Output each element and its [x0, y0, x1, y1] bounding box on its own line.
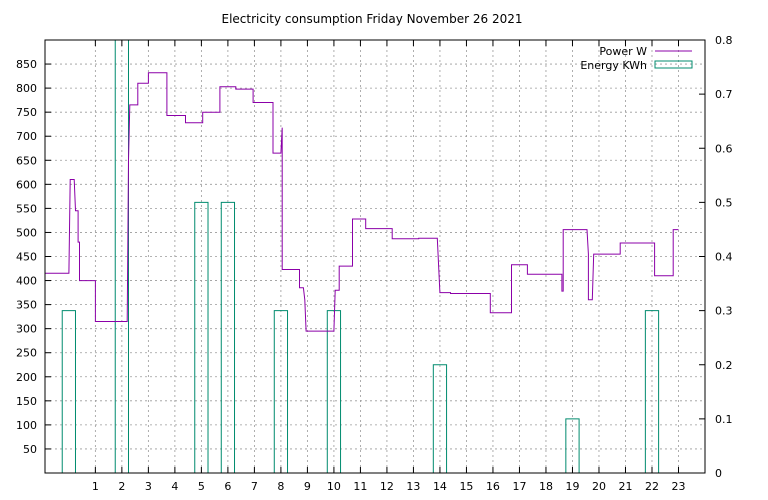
x-tick-label: 16 — [486, 480, 500, 493]
y-right-tick-label: 0.6 — [715, 142, 733, 155]
y-left-tick-label: 200 — [16, 371, 37, 384]
energy-bar — [220, 201, 236, 474]
x-tick-label: 19 — [565, 480, 579, 493]
x-tick-label: 13 — [406, 480, 420, 493]
x-tick-label: 22 — [645, 480, 659, 493]
y-right-tick-label: 0.5 — [715, 196, 733, 209]
y-left-tick-label: 100 — [16, 419, 37, 432]
x-tick-label: 15 — [459, 480, 473, 493]
y-right-tick-label: 0.8 — [715, 34, 733, 47]
y-right-tick-label: 0.2 — [715, 359, 733, 372]
x-tick-label: 1 — [92, 480, 99, 493]
x-tick-label: 2 — [118, 480, 125, 493]
y-left-tick-label: 600 — [16, 178, 37, 191]
y-right-tick-label: 0.7 — [715, 88, 733, 101]
x-tick-label: 7 — [251, 480, 258, 493]
y-left-tick-label: 750 — [16, 106, 37, 119]
legend-energy-label: Energy KWh — [580, 59, 647, 72]
energy-bar — [194, 201, 209, 474]
chart-title: Electricity consumption Friday November … — [222, 12, 523, 26]
x-tick-label: 18 — [539, 480, 553, 493]
x-tick-label: 20 — [592, 480, 606, 493]
y-right-tick-label: 0.1 — [715, 413, 733, 426]
y-left-tick-label: 550 — [16, 202, 37, 215]
x-tick-label: 17 — [512, 480, 526, 493]
legend-power-label: Power W — [599, 45, 647, 58]
y-right-tick-label: 0 — [715, 467, 722, 480]
power-series-line — [45, 72, 679, 332]
y-left-tick-label: 300 — [16, 323, 37, 336]
grid — [45, 40, 705, 473]
x-tick-label: 23 — [671, 480, 685, 493]
legend: Power W Energy KWh — [580, 45, 693, 72]
y-left-tick-label: 850 — [16, 58, 37, 71]
x-tick-label: 11 — [353, 480, 367, 493]
y-right-tick-label: 0.4 — [715, 251, 733, 264]
x-tick-label: 4 — [171, 480, 178, 493]
y-left-tick-label: 400 — [16, 275, 37, 288]
y-left-tick-label: 450 — [16, 251, 37, 264]
y-axis-right: 0 0.1 0.2 0.3 0.4 0.5 0.6 0.7 0.8 — [699, 34, 733, 480]
x-tick-label: 10 — [327, 480, 341, 493]
x-tick-label: 5 — [198, 480, 205, 493]
y-axis-left: 50 100 150 200 250 300 350 400 450 500 550 600 650 70… — [16, 58, 51, 456]
y-left-tick-label: 350 — [16, 299, 37, 312]
x-tick-label: 3 — [145, 480, 152, 493]
y-left-tick-label: 50 — [23, 443, 37, 456]
y-left-tick-label: 150 — [16, 395, 37, 408]
y-left-tick-label: 250 — [16, 347, 37, 360]
x-tick-label: 14 — [433, 480, 447, 493]
x-tick-label: 21 — [618, 480, 632, 493]
x-tick-label: 9 — [304, 480, 311, 493]
x-axis: 1 2 3 4 5 6 7 8 9 10 11 12 13 14 15 16 17 18 19 20 21 22 23 — [92, 40, 685, 493]
y-right-tick-label: 0.3 — [715, 305, 733, 318]
legend-energy-swatch — [654, 60, 693, 69]
energy-bar — [61, 310, 76, 474]
x-tick-label: 8 — [277, 480, 284, 493]
x-tick-label: 6 — [224, 480, 231, 493]
x-tick-label: 12 — [380, 480, 394, 493]
y-left-tick-label: 800 — [16, 82, 37, 95]
y-left-tick-label: 500 — [16, 226, 37, 239]
plot-frame — [44, 39, 706, 474]
y-left-tick-label: 700 — [16, 130, 37, 143]
y-left-tick-label: 650 — [16, 154, 37, 167]
